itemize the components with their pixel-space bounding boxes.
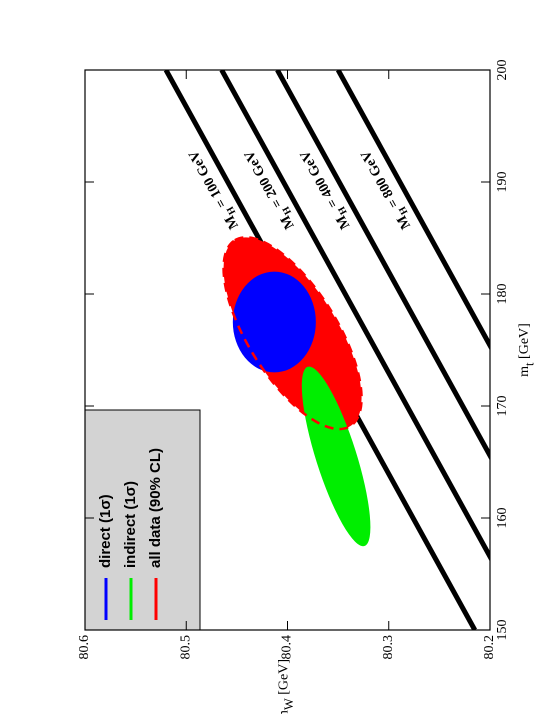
line-label-symbol: M — [395, 213, 415, 232]
x-tick-label: 170 — [495, 396, 510, 417]
x-tick-label: 190 — [495, 172, 510, 193]
line-label-symbol: M — [278, 213, 298, 232]
higgs-line — [219, 70, 490, 562]
ellipse-layer — [222, 236, 371, 547]
legend: direct (1σ) indirect (1σ) all data (90% CL… — [84, 409, 201, 631]
y-tick-label: 80.4 — [280, 635, 295, 660]
x-axis-title-sub: t — [522, 362, 536, 366]
x-tick-label: 150 — [495, 620, 510, 641]
y-axis-title-symbol: m — [277, 710, 292, 714]
x-tick-label: 200 — [495, 60, 510, 81]
higgs-line — [275, 70, 490, 461]
higgs-line — [335, 70, 490, 351]
y-tick-label: 80.5 — [178, 635, 193, 660]
y-axis-title-sub: W — [282, 698, 296, 710]
x-tick-label: 160 — [495, 508, 510, 529]
axes: 15016017018019020080.280.380.480.580.6mt… — [77, 60, 536, 714]
y-tick-label: 80.3 — [381, 635, 396, 660]
y-tick-label: 80.6 — [77, 635, 92, 660]
x-axis-title: mt [GeV] — [517, 323, 536, 377]
x-tick-label: 180 — [495, 284, 510, 305]
legend-label: all data (90% CL) — [147, 448, 164, 568]
line-label-symbol: M — [334, 213, 354, 232]
legend-box — [84, 409, 201, 631]
x-axis-title-rest: [GeV] — [517, 323, 532, 362]
ellipse-outline — [222, 236, 363, 431]
ellipse — [301, 366, 371, 547]
legend-label: indirect (1σ) — [122, 481, 139, 568]
y-tick-label: 80.2 — [482, 635, 497, 660]
line-label-symbol: M — [222, 213, 242, 232]
ellipse — [232, 271, 316, 373]
x-axis-title-symbol: m — [517, 366, 532, 377]
legend-label: direct (1σ) — [97, 494, 114, 568]
y-axis-title-rest: [GeV] — [277, 659, 292, 698]
y-axis-title: mW [GeV] — [277, 659, 296, 714]
